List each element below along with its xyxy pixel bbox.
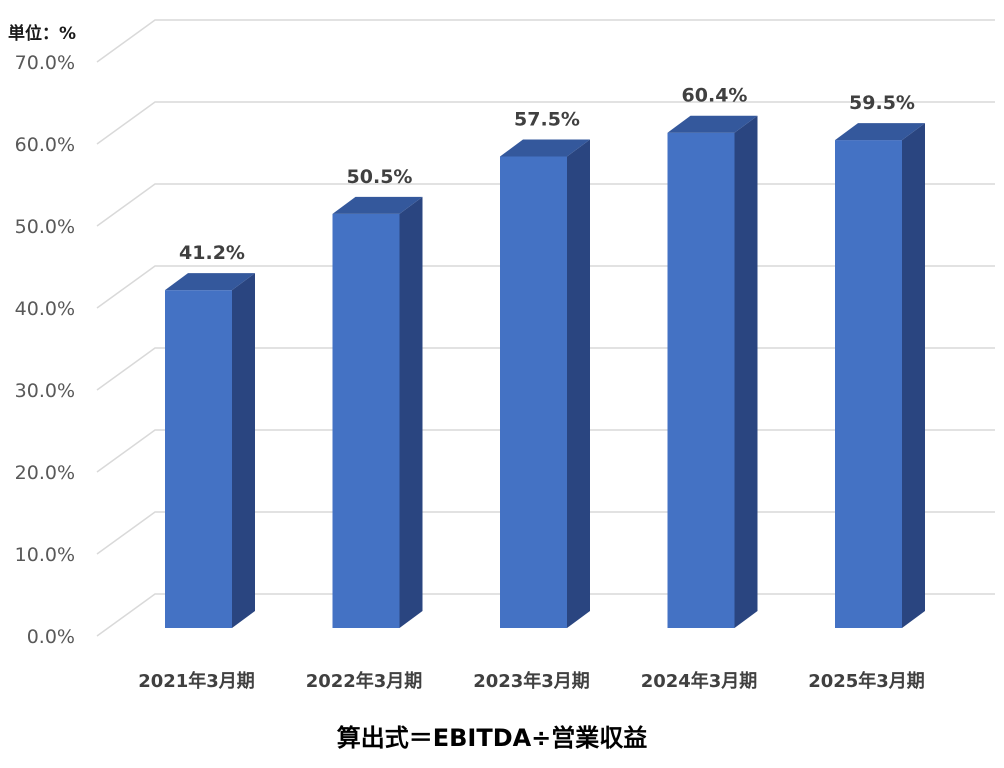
data-labels: 41.2% 50.5% 57.5% 60.4% 59.5% [179, 85, 915, 264]
bar-top-face [332, 196, 423, 214]
data-label: 60.4% [682, 85, 748, 107]
data-label: 41.2% [179, 242, 245, 264]
y-tick-label: 30.0% [15, 380, 75, 402]
bar-side-face [399, 196, 423, 628]
bar [332, 196, 423, 628]
gridline [96, 101, 995, 145]
bar [500, 139, 590, 628]
x-tick-label: 2023年3月期 [473, 670, 590, 692]
bar-front-face [332, 213, 400, 628]
y-tick-label: 0.0% [27, 626, 75, 648]
data-label: 59.5% [849, 92, 915, 114]
bar-front-face [500, 156, 567, 628]
formula-caption: 算出式＝EBITDA÷営業収益 [337, 724, 648, 752]
unit-label: 単位：% [8, 23, 76, 44]
x-tick-label: 2021年3月期 [138, 670, 255, 692]
y-tick-label: 60.0% [15, 134, 75, 156]
bar-side-face [232, 273, 255, 628]
bar [165, 273, 255, 628]
y-tick-label: 40.0% [15, 298, 75, 320]
bar-top-face [500, 139, 590, 157]
bar-top-face [667, 115, 758, 133]
bar [835, 123, 925, 628]
bar-side-face [734, 115, 758, 629]
bar-side-face [567, 139, 590, 628]
y-tick-label: 50.0% [15, 216, 75, 238]
gridlines [96, 19, 995, 637]
x-tick-label: 2025年3月期 [808, 670, 925, 692]
bar-top-face [835, 123, 925, 141]
y-axis-tick-labels: 0.0% 10.0% 20.0% 30.0% 40.0% 50.0% 60.0% 70.0% [15, 52, 75, 648]
bar-front-face [165, 290, 232, 628]
bar-side-face [902, 123, 925, 628]
y-tick-label: 10.0% [15, 544, 75, 566]
x-tick-label: 2024年3月期 [641, 670, 758, 692]
gridline [96, 19, 995, 63]
x-tick-label: 2022年3月期 [306, 670, 423, 692]
bar-front-face [667, 132, 735, 628]
bars [165, 115, 925, 629]
data-label: 57.5% [514, 109, 580, 131]
data-label: 50.5% [347, 166, 413, 188]
bar [667, 115, 758, 629]
y-tick-label: 20.0% [15, 462, 75, 484]
bar-top-face [165, 273, 255, 291]
y-tick-label: 70.0% [15, 52, 75, 74]
bar-front-face [835, 140, 902, 628]
x-axis-tick-labels: 2021年3月期 2022年3月期 2023年3月期 2024年3月期 2025年3月期 [138, 670, 925, 692]
